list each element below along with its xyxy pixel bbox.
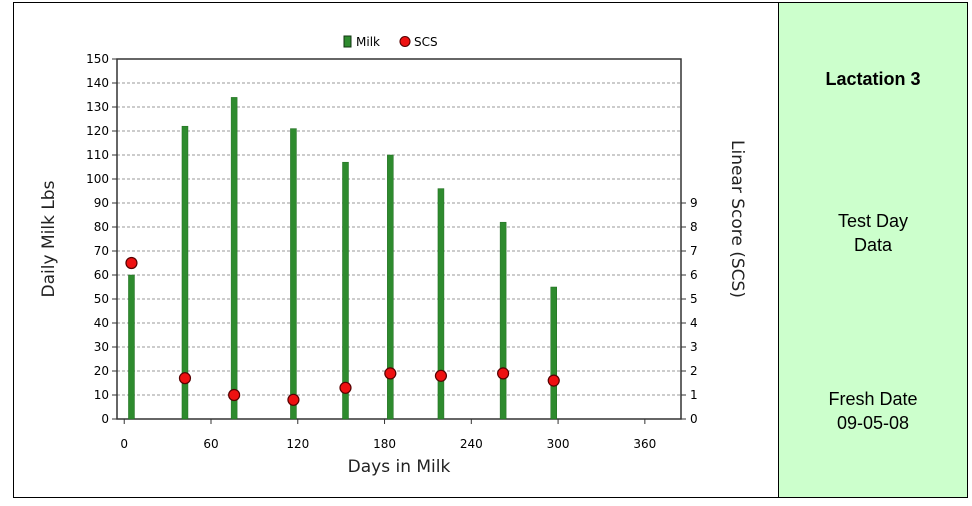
test-day-line1: Test Day: [837, 211, 909, 231]
lactation-label: Lactation 3: [825, 69, 921, 89]
milk-bar: [499, 221, 507, 420]
y-left-tick-label: 150: [86, 52, 109, 66]
milk-scs-chart: 0102030405060708090100110120130140150012…: [39, 35, 747, 477]
y-right-tick-label: 5: [690, 292, 698, 306]
milk-bar: [437, 188, 445, 420]
milk-bar: [290, 128, 297, 420]
milk-bar: [181, 125, 189, 420]
x-tick-label: 120: [286, 437, 309, 451]
side-panel: Lactation 3 Test Day Data Fresh Date 09-…: [778, 3, 967, 497]
y-left-tick-label: 10: [94, 388, 109, 402]
scs-point: [178, 372, 192, 385]
scs-point: [339, 381, 352, 394]
y-left-tick-label: 30: [94, 340, 109, 354]
legend-milk-label: Milk: [356, 35, 380, 49]
x-tick-label: 360: [633, 437, 656, 451]
y-right-tick-label: 9: [690, 196, 698, 210]
y-left-axis-title: Daily Milk Lbs: [39, 180, 59, 297]
y-left-tick-label: 140: [86, 76, 109, 90]
legend-milk-marker: [343, 35, 352, 48]
y-left-tick-label: 40: [94, 316, 109, 330]
x-axis-title: Days in Milk: [348, 457, 451, 477]
y-left-tick-label: 110: [86, 148, 109, 162]
scs-point: [287, 393, 300, 406]
y-left-tick-label: 20: [94, 364, 109, 378]
y-right-tick-label: 7: [690, 244, 698, 258]
y-right-tick-label: 6: [690, 268, 698, 282]
y-right-tick-label: 4: [690, 316, 698, 330]
y-right-tick-label: 2: [690, 364, 698, 378]
y-left-tick-label: 90: [94, 196, 109, 210]
y-left-tick-label: 100: [86, 172, 109, 186]
chart-area: 0 10 20 30 40 50 60 70 80 90 100 110 120 130 140 150 0 1 2…: [14, 3, 778, 497]
x-tick-label: 180: [373, 437, 396, 451]
x-tick-label: 0: [120, 437, 128, 451]
milk-bar: [342, 161, 349, 420]
scs-point: [228, 388, 241, 402]
y-left-tick-label: 120: [86, 124, 109, 138]
x-tick-label: 300: [547, 437, 570, 451]
fresh-date-line2: 09-05-08: [836, 413, 910, 433]
x-tick-label: 240: [460, 437, 483, 451]
y-right-tick-label: 0: [690, 412, 698, 426]
chart-frame: 0 10 20 30 40 50 60 70 80 90 100 110 120 130 140 150 0 1 2…: [13, 2, 968, 498]
legend-scs-label: SCS: [414, 35, 438, 49]
milk-bar: [387, 154, 394, 420]
scs-point: [497, 367, 510, 380]
plot-border: [116, 58, 682, 420]
y-left-tick-label: 80: [94, 220, 109, 234]
y-left-tick-label: 70: [94, 244, 109, 258]
y-left-tick-label: 60: [94, 268, 109, 282]
y-left-tick-label: 0: [101, 412, 109, 426]
scs-point: [547, 374, 560, 387]
test-day-label: Test Day Data: [779, 209, 967, 257]
scs-point: [384, 367, 397, 380]
y-right-axis-title: Linear Score (SCS): [727, 140, 747, 298]
y-right-tick-label: 3: [690, 340, 698, 354]
test-day-line2: Data: [853, 235, 893, 255]
scs-point: [434, 369, 448, 382]
y-left-tick-label: 50: [94, 292, 109, 306]
y-left-tick-label: 130: [86, 100, 109, 114]
milk-bar: [128, 274, 135, 420]
scs-point: [125, 256, 138, 270]
x-tick-label: 60: [203, 437, 218, 451]
milk-bar: [550, 286, 557, 420]
y-right-tick-label: 8: [690, 220, 698, 234]
y-right-tick-label: 1: [690, 388, 698, 402]
milk-bar: [230, 97, 238, 420]
fresh-date-line1: Fresh Date: [828, 389, 918, 409]
legend-scs-marker: [399, 35, 411, 48]
fresh-date-label: Fresh Date 09-05-08: [779, 387, 967, 435]
